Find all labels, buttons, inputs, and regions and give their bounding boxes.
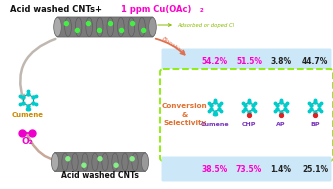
- FancyBboxPatch shape: [57, 17, 153, 37]
- Circle shape: [109, 22, 113, 26]
- Text: O₂: O₂: [21, 138, 33, 146]
- Text: Adsorbed or doped Cl: Adsorbed or doped Cl: [177, 22, 234, 28]
- FancyBboxPatch shape: [160, 69, 333, 161]
- FancyArrowPatch shape: [156, 39, 184, 55]
- Circle shape: [142, 28, 146, 33]
- FancyArrowPatch shape: [20, 39, 55, 100]
- Text: Acid washed CNTs: Acid washed CNTs: [61, 171, 139, 180]
- FancyBboxPatch shape: [55, 153, 146, 171]
- FancyBboxPatch shape: [162, 156, 331, 181]
- Circle shape: [75, 28, 79, 33]
- Circle shape: [66, 157, 70, 161]
- Text: 44.7%: 44.7%: [302, 57, 328, 66]
- Circle shape: [114, 163, 118, 167]
- Circle shape: [82, 163, 86, 167]
- Text: Boosting: Boosting: [161, 36, 187, 56]
- Ellipse shape: [149, 18, 156, 36]
- Ellipse shape: [51, 153, 59, 171]
- FancyArrowPatch shape: [26, 132, 80, 161]
- Circle shape: [87, 22, 91, 26]
- Circle shape: [131, 22, 135, 26]
- Circle shape: [120, 28, 124, 33]
- Text: AP: AP: [276, 122, 286, 126]
- Text: CHP: CHP: [242, 122, 256, 126]
- Text: BP: BP: [310, 122, 320, 126]
- Ellipse shape: [54, 18, 61, 36]
- Text: 1 ppm Cu(OAc): 1 ppm Cu(OAc): [121, 5, 191, 13]
- Text: 2: 2: [200, 8, 204, 13]
- Text: 54.2%: 54.2%: [202, 57, 228, 66]
- FancyBboxPatch shape: [162, 49, 331, 74]
- Circle shape: [64, 22, 68, 26]
- Circle shape: [98, 28, 102, 33]
- Text: Acid washed CNTs+: Acid washed CNTs+: [10, 5, 105, 13]
- Ellipse shape: [142, 153, 149, 171]
- Text: 3.8%: 3.8%: [270, 57, 292, 66]
- Text: 73.5%: 73.5%: [236, 164, 262, 174]
- Text: 38.5%: 38.5%: [202, 164, 228, 174]
- Text: Conversion
&
Selectivity: Conversion & Selectivity: [162, 104, 208, 126]
- Text: Cumene: Cumene: [201, 122, 229, 126]
- Circle shape: [130, 157, 134, 161]
- Text: 1.4%: 1.4%: [270, 164, 291, 174]
- Text: 51.5%: 51.5%: [236, 57, 262, 66]
- Text: Cumene: Cumene: [12, 112, 44, 118]
- Text: 25.1%: 25.1%: [302, 164, 328, 174]
- Circle shape: [98, 157, 102, 161]
